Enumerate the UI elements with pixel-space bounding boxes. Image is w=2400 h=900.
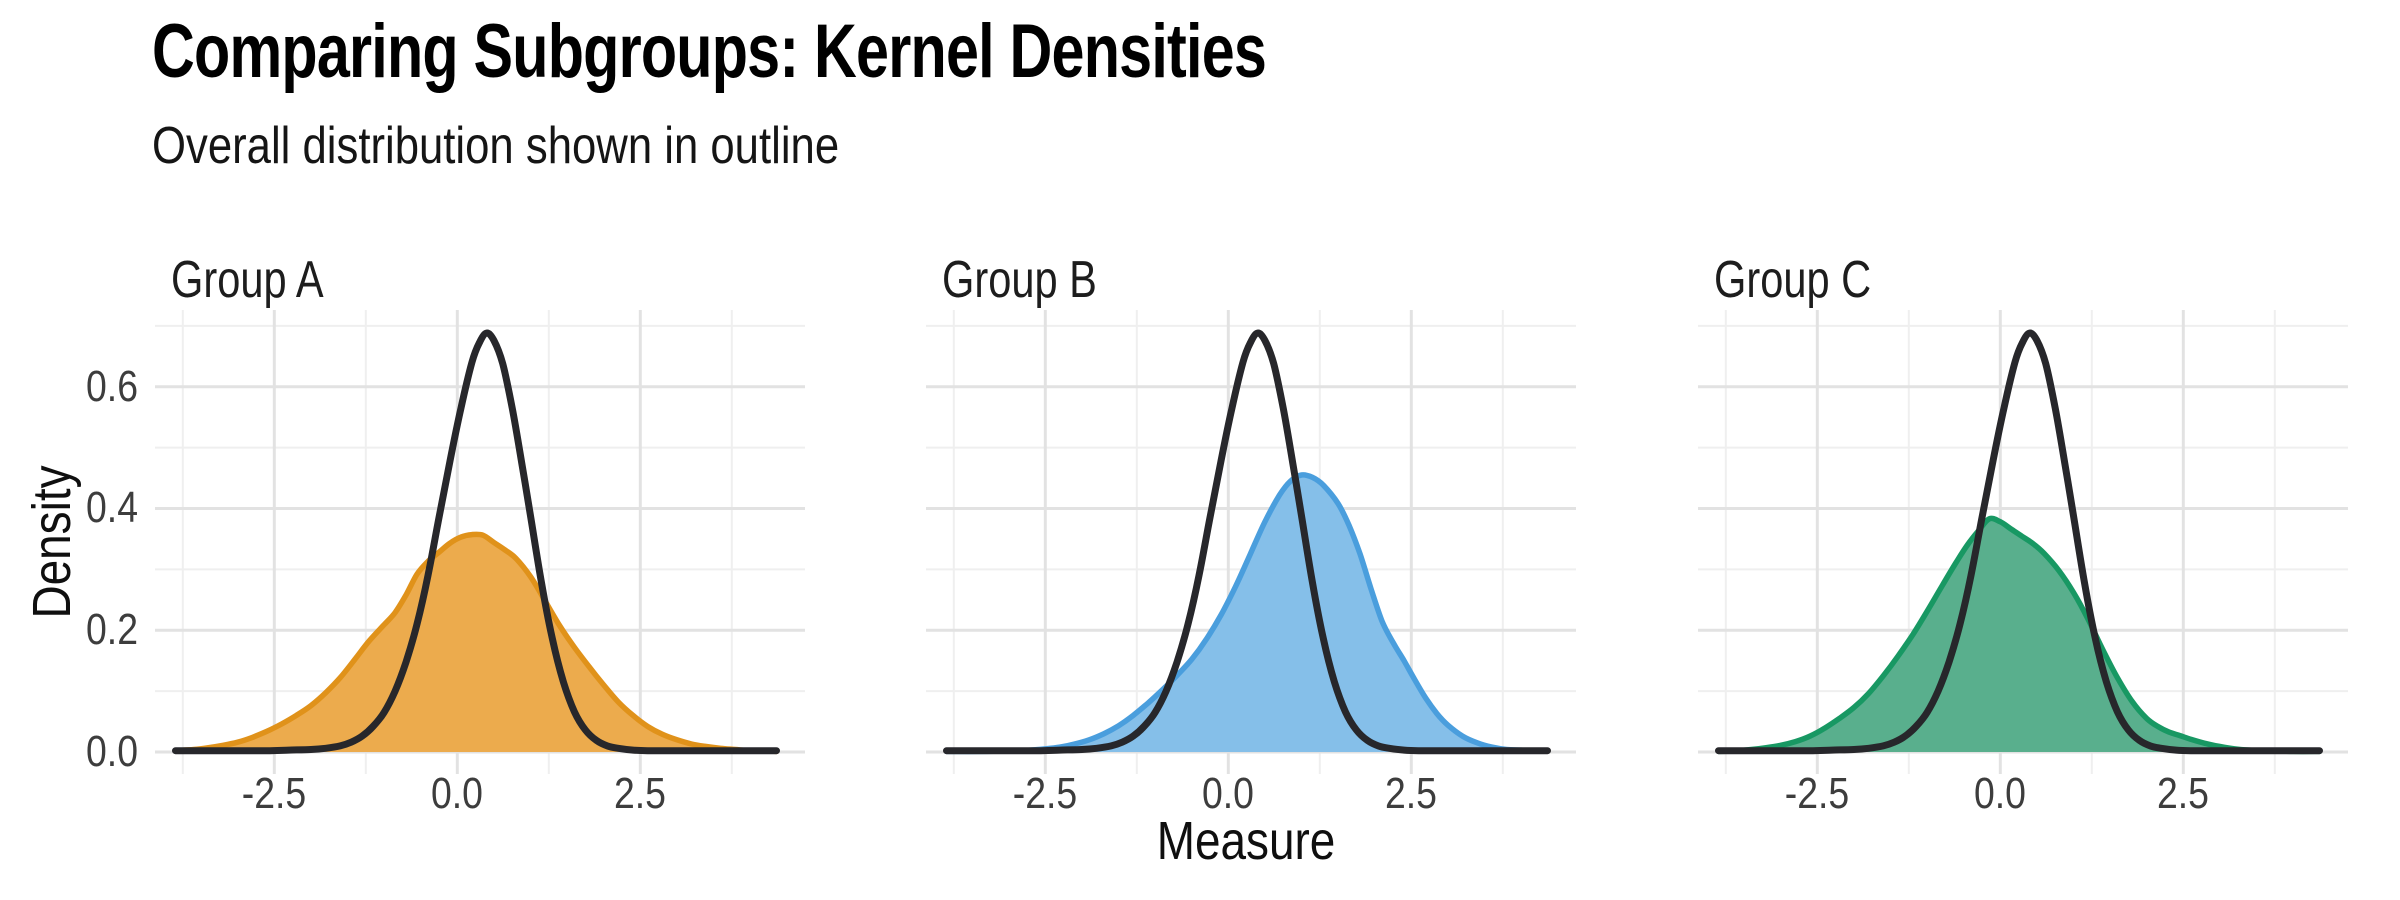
- x-tick-label: 2.5: [614, 769, 667, 818]
- overall-density-outline: [943, 329, 1551, 755]
- panel-canvas: [926, 310, 1576, 774]
- x-axis-title: Measure: [1156, 811, 1336, 871]
- group-density-curve: [172, 531, 780, 755]
- panel-canvas: [155, 310, 805, 774]
- chart-title: Comparing Subgroups: Kernel Densities: [152, 9, 1267, 94]
- density-panel-group-a: [155, 310, 805, 774]
- density-panel-group-c: [1698, 310, 2348, 774]
- y-tick-label: 0.4: [86, 483, 138, 533]
- group-density-area: [1718, 518, 2320, 752]
- density-panel-group-b: [926, 310, 1576, 774]
- facet-label: Group A: [171, 251, 324, 309]
- group-density-area: [946, 474, 1548, 752]
- group-density-area: [175, 534, 777, 752]
- overall-density-outline: [172, 329, 780, 755]
- x-tick-label: 0.0: [1974, 769, 2027, 818]
- x-tick-label: 2.5: [2157, 769, 2210, 818]
- x-tick-label: -2.5: [242, 769, 307, 818]
- y-tick-label: 0.6: [86, 361, 138, 411]
- facet-label: Group C: [1714, 251, 1872, 309]
- x-tick-label: -2.5: [1013, 769, 1078, 818]
- facet-label: Group B: [942, 251, 1097, 309]
- chart-subtitle: Overall distribution shown in outline: [152, 117, 840, 175]
- x-tick-label: -2.5: [1785, 769, 1850, 818]
- x-tick-label: 2.5: [1385, 769, 1438, 818]
- y-tick-label: 0.0: [86, 726, 138, 776]
- x-tick-label: 0.0: [1202, 769, 1255, 818]
- overall-density-outline: [1715, 329, 2323, 755]
- group-density-curve: [943, 472, 1551, 755]
- group-density-curve: [1715, 515, 2323, 755]
- y-tick-label: 0.2: [86, 605, 138, 655]
- x-tick-label: 0.0: [431, 769, 484, 818]
- panel-canvas: [1698, 310, 2348, 774]
